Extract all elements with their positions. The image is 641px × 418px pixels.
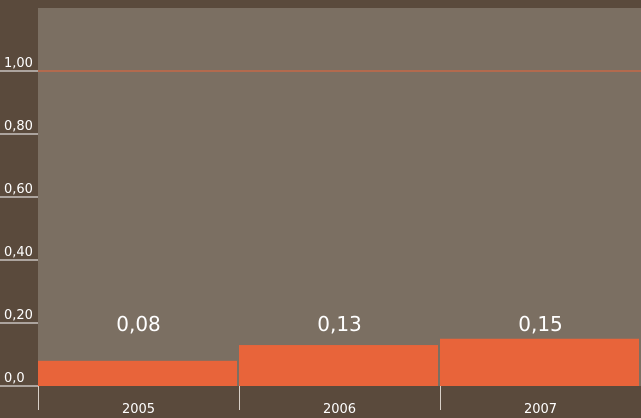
x-tick-label: 2005 <box>122 402 155 417</box>
y-tick-label: 0,0 <box>4 371 25 386</box>
y-tick-label: 1,00 <box>4 56 33 71</box>
y-tick-label: 0,20 <box>4 308 33 323</box>
value-label: 0,13 <box>317 312 362 336</box>
bar <box>440 338 639 386</box>
bar <box>239 345 438 386</box>
y-tick-label: 0,40 <box>4 245 33 260</box>
x-tick-label: 2006 <box>323 402 356 417</box>
y-tick-label: 0,80 <box>4 119 33 134</box>
bar <box>38 360 237 386</box>
value-label: 0,15 <box>518 312 563 336</box>
value-label: 0,08 <box>116 312 161 336</box>
y-tick-label: 0,60 <box>4 182 33 197</box>
x-tick-label: 2007 <box>524 402 557 417</box>
